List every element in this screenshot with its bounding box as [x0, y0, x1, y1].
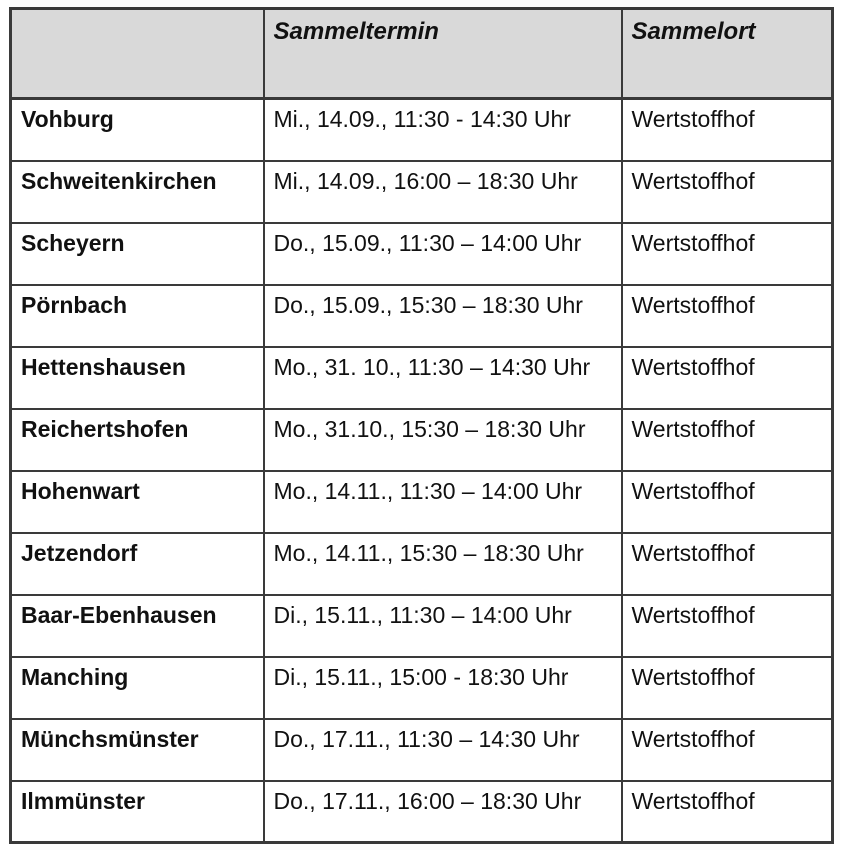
- ort-cell: Wertstoffhof: [620, 221, 834, 286]
- table-row-ilmmuenster: Ilmmünster Do., 17.11., 16:00 – 18:30 Uh…: [9, 779, 834, 844]
- ort-cell: Wertstoffhof: [620, 469, 834, 534]
- ort-cell: Wertstoffhof: [620, 345, 834, 410]
- header-row: Sammeltermin Sammelort: [9, 7, 834, 100]
- municipality-cell: Ilmmünster: [9, 779, 265, 844]
- table-row-hohenwart: Hohenwart Mo., 14.11., 11:30 – 14:00 Uhr…: [9, 469, 834, 534]
- table-row-manching: Manching Di., 15.11., 15:00 - 18:30 Uhr …: [9, 655, 834, 720]
- termin-cell: Do., 15.09., 15:30 – 18:30 Uhr: [262, 283, 623, 348]
- municipality-cell: Scheyern: [9, 221, 265, 286]
- table-body: Vohburg Mi., 14.09., 11:30 - 14:30 Uhr W…: [9, 97, 834, 844]
- collection-schedule-table: Sammeltermin Sammelort Vohburg Mi., 14.0…: [9, 7, 834, 844]
- table-row-schweitenkirchen: Schweitenkirchen Mi., 14.09., 16:00 – 18…: [9, 159, 834, 224]
- table-row-muenchsmuenster: Münchsmünster Do., 17.11., 11:30 – 14:30…: [9, 717, 834, 782]
- termin-cell: Mo., 31. 10., 11:30 – 14:30 Uhr: [262, 345, 623, 410]
- ort-cell: Wertstoffhof: [620, 407, 834, 472]
- table-row-baar-ebenhausen: Baar-Ebenhausen Di., 15.11., 11:30 – 14:…: [9, 593, 834, 658]
- table-row-scheyern: Scheyern Do., 15.09., 11:30 – 14:00 Uhr …: [9, 221, 834, 286]
- termin-cell: Mi., 14.09., 16:00 – 18:30 Uhr: [262, 159, 623, 224]
- municipality-cell: Schweitenkirchen: [9, 159, 265, 224]
- table-row-poernbach: Pörnbach Do., 15.09., 15:30 – 18:30 Uhr …: [9, 283, 834, 348]
- ort-cell: Wertstoffhof: [620, 593, 834, 658]
- col-header-municipality: [9, 7, 265, 100]
- municipality-cell: Pörnbach: [9, 283, 265, 348]
- table-row-vohburg: Vohburg Mi., 14.09., 11:30 - 14:30 Uhr W…: [9, 97, 834, 162]
- municipality-cell: Jetzendorf: [9, 531, 265, 596]
- termin-cell: Do., 17.11., 16:00 – 18:30 Uhr: [262, 779, 623, 844]
- ort-cell: Wertstoffhof: [620, 97, 834, 162]
- col-header-sammelort: Sammelort: [620, 7, 834, 100]
- table-row-hettenshausen: Hettenshausen Mo., 31. 10., 11:30 – 14:3…: [9, 345, 834, 410]
- municipality-cell: Baar-Ebenhausen: [9, 593, 265, 658]
- termin-cell: Mo., 31.10., 15:30 – 18:30 Uhr: [262, 407, 623, 472]
- table-header: Sammeltermin Sammelort: [9, 7, 834, 100]
- municipality-cell: Hohenwart: [9, 469, 265, 534]
- ort-cell: Wertstoffhof: [620, 655, 834, 720]
- ort-cell: Wertstoffhof: [620, 717, 834, 782]
- termin-cell: Di., 15.11., 15:00 - 18:30 Uhr: [262, 655, 623, 720]
- municipality-cell: Vohburg: [9, 97, 265, 162]
- termin-cell: Mi., 14.09., 11:30 - 14:30 Uhr: [262, 97, 623, 162]
- termin-cell: Do., 15.09., 11:30 – 14:00 Uhr: [262, 221, 623, 286]
- termin-cell: Di., 15.11., 11:30 – 14:00 Uhr: [262, 593, 623, 658]
- table-row-reichertshofen: Reichertshofen Mo., 31.10., 15:30 – 18:3…: [9, 407, 834, 472]
- table-row-jetzendorf: Jetzendorf Mo., 14.11., 15:30 – 18:30 Uh…: [9, 531, 834, 596]
- termin-cell: Mo., 14.11., 15:30 – 18:30 Uhr: [262, 531, 623, 596]
- municipality-cell: Manching: [9, 655, 265, 720]
- municipality-cell: Münchsmünster: [9, 717, 265, 782]
- col-header-sammeltermin: Sammeltermin: [262, 7, 623, 100]
- ort-cell: Wertstoffhof: [620, 159, 834, 224]
- termin-cell: Do., 17.11., 11:30 – 14:30 Uhr: [262, 717, 623, 782]
- municipality-cell: Reichertshofen: [9, 407, 265, 472]
- municipality-cell: Hettenshausen: [9, 345, 265, 410]
- ort-cell: Wertstoffhof: [620, 779, 834, 844]
- ort-cell: Wertstoffhof: [620, 531, 834, 596]
- termin-cell: Mo., 14.11., 11:30 – 14:00 Uhr: [262, 469, 623, 534]
- ort-cell: Wertstoffhof: [620, 283, 834, 348]
